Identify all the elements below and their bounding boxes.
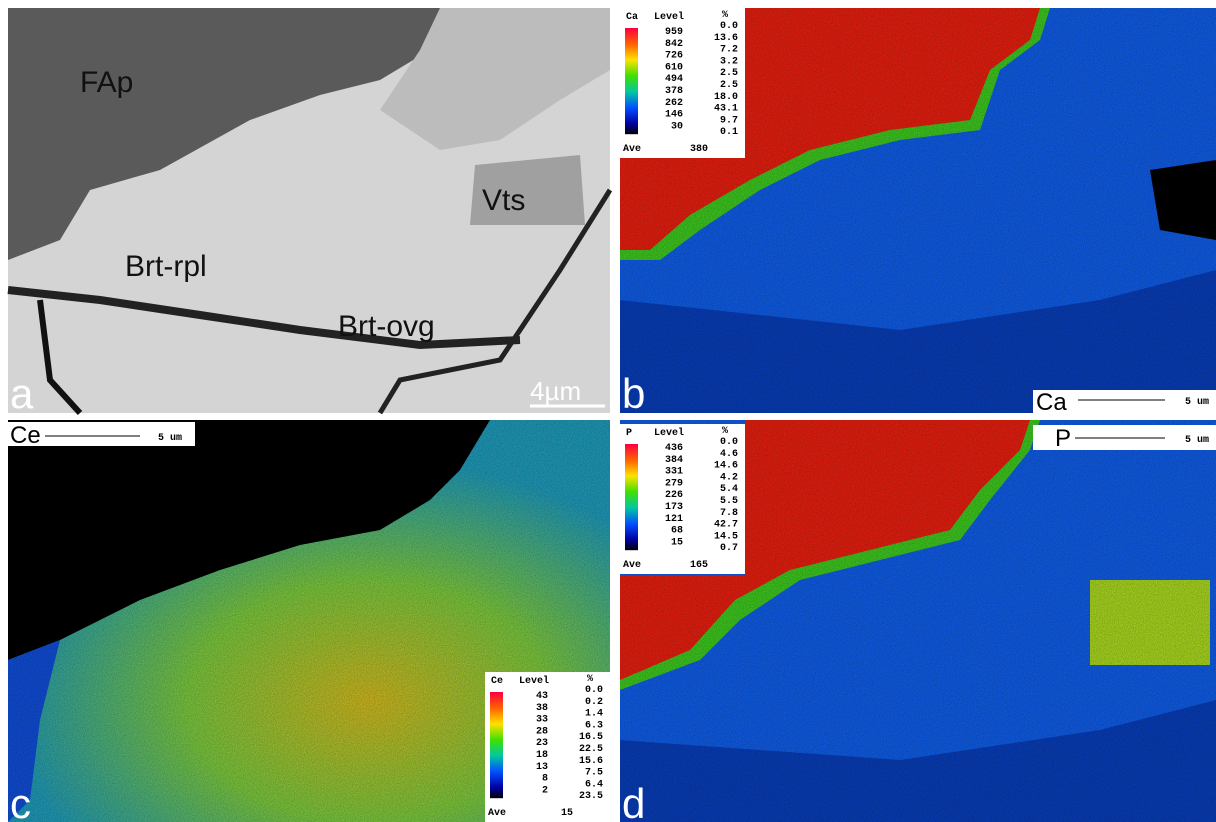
scale-label: 5 um bbox=[158, 433, 182, 444]
legend-ave-label: Ave bbox=[488, 808, 506, 819]
legend-percent: 14.6 bbox=[714, 461, 738, 472]
legend-header: Level bbox=[654, 11, 684, 23]
scale-element: Ce bbox=[10, 422, 41, 449]
legend-level: 378 bbox=[665, 86, 683, 97]
panel-letter: a bbox=[10, 370, 34, 417]
legend-percent: 22.5 bbox=[579, 744, 603, 755]
scale-element: P bbox=[1055, 425, 1071, 452]
legend-percent: 3.2 bbox=[720, 56, 738, 67]
legend-percent: 0.0 bbox=[720, 437, 738, 448]
legend-percent: 6.3 bbox=[585, 720, 603, 731]
legend-level: 226 bbox=[665, 490, 683, 501]
legend-element: P bbox=[626, 428, 632, 439]
legend-element: Ca bbox=[626, 12, 638, 23]
legend-level: 279 bbox=[665, 478, 683, 489]
legend-level: 610 bbox=[665, 62, 683, 73]
legend-ave: 165 bbox=[690, 560, 708, 571]
legend-level: 43 bbox=[536, 691, 548, 702]
legend-ave-label: Ave bbox=[623, 144, 641, 155]
legend-percent: 14.5 bbox=[714, 531, 738, 542]
legend-header: Level bbox=[519, 675, 549, 687]
legend-percent: 43.1 bbox=[714, 104, 738, 115]
legend-percent: 9.7 bbox=[720, 115, 738, 126]
legend-level: 23 bbox=[536, 738, 548, 749]
legend-ave: 380 bbox=[690, 144, 708, 155]
legend-percent: 42.7 bbox=[714, 520, 738, 531]
color-scale bbox=[625, 444, 638, 550]
legend-header: % bbox=[722, 10, 728, 21]
legend-percent: 2.5 bbox=[720, 80, 738, 91]
legend-percent: 7.2 bbox=[720, 45, 738, 56]
legend-percent: 15.6 bbox=[579, 756, 603, 767]
panel-letter: d bbox=[622, 780, 645, 822]
label: Brt-rpl bbox=[125, 250, 207, 283]
legend-ave-label: Ave bbox=[623, 560, 641, 571]
legend-percent: 0.7 bbox=[720, 543, 738, 554]
scale-label: 4µm bbox=[530, 376, 581, 406]
legend-percent: 0.0 bbox=[720, 21, 738, 32]
legend-ave: 15 bbox=[561, 808, 573, 819]
legend-header: Level bbox=[654, 427, 684, 439]
legend-level: 13 bbox=[536, 762, 548, 773]
legend-level: 384 bbox=[665, 455, 683, 466]
legend-level: 18 bbox=[536, 750, 548, 761]
legend-percent: 0.1 bbox=[720, 127, 738, 138]
panel-letter: c bbox=[10, 780, 31, 822]
legend-level: 28 bbox=[536, 726, 548, 737]
legend-percent: 23.5 bbox=[579, 791, 603, 802]
color-scale bbox=[490, 692, 503, 798]
legend-percent: 18.0 bbox=[714, 92, 738, 103]
scale-label: 5 um bbox=[1185, 435, 1209, 446]
legend-percent: 5.4 bbox=[720, 484, 738, 495]
legend-level: 8 bbox=[542, 774, 548, 785]
legend-level: 33 bbox=[536, 715, 548, 726]
figure: FAp Vts Brt-rpl Brt-ovg 4µm a Ca Level% 95… bbox=[0, 0, 1216, 822]
panel-letter: b bbox=[622, 370, 645, 417]
legend-level: 15 bbox=[671, 537, 683, 548]
legend-level: 726 bbox=[665, 51, 683, 62]
label: Vts bbox=[482, 184, 525, 217]
legend-header: % bbox=[722, 426, 728, 437]
scale-element: Ca bbox=[1036, 389, 1067, 416]
legend-percent: 4.6 bbox=[720, 449, 738, 460]
legend-level: 68 bbox=[671, 526, 683, 537]
color-scale bbox=[625, 28, 638, 134]
legend-percent: 0.0 bbox=[585, 685, 603, 696]
legend-percent: 4.2 bbox=[720, 472, 738, 483]
legend-level: 842 bbox=[665, 39, 683, 50]
legend-percent: 0.2 bbox=[585, 697, 603, 708]
legend-percent: 7.5 bbox=[585, 768, 603, 779]
legend-level: 959 bbox=[665, 27, 683, 38]
legend-level: 30 bbox=[671, 121, 683, 132]
scale-label: 5 um bbox=[1185, 397, 1209, 408]
legend-level: 2 bbox=[542, 785, 548, 796]
legend-percent: 2.5 bbox=[720, 68, 738, 79]
legend-level: 173 bbox=[665, 502, 683, 513]
legend-percent: 1.4 bbox=[585, 709, 603, 720]
legend-level: 121 bbox=[665, 514, 683, 525]
label: Brt-ovg bbox=[338, 310, 435, 343]
legend-percent: 6.4 bbox=[585, 779, 603, 790]
legend-level: 494 bbox=[665, 74, 683, 85]
legend-level: 331 bbox=[665, 467, 683, 478]
legend-percent: 5.5 bbox=[720, 496, 738, 507]
legend-header: % bbox=[587, 674, 593, 685]
legend-percent: 16.5 bbox=[579, 732, 603, 743]
legend-level: 38 bbox=[536, 703, 548, 714]
label: FAp bbox=[80, 66, 133, 99]
legend-level: 146 bbox=[665, 110, 683, 121]
panel-a: FAp Vts Brt-rpl Brt-ovg 4µm a bbox=[8, 8, 610, 417]
legend-level: 436 bbox=[665, 443, 683, 454]
legend-element: Ce bbox=[491, 676, 503, 687]
legend-level: 262 bbox=[665, 98, 683, 109]
legend-percent: 7.8 bbox=[720, 508, 738, 519]
legend-percent: 13.6 bbox=[714, 33, 738, 44]
